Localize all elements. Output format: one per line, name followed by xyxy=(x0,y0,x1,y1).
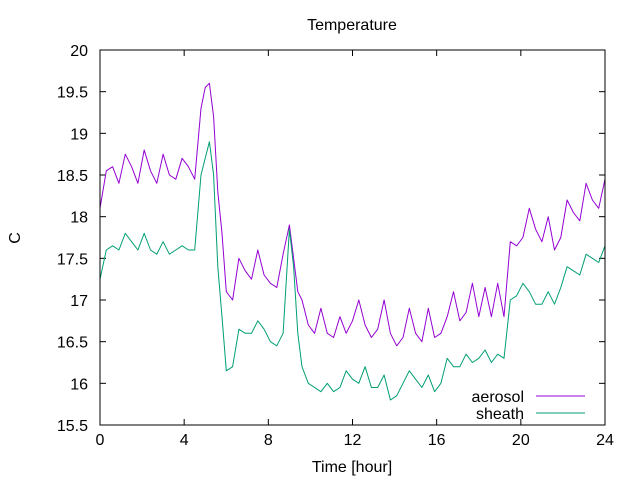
x-tick-label: 16 xyxy=(428,432,446,449)
x-tick-label: 8 xyxy=(264,432,273,449)
y-tick-label: 17.5 xyxy=(57,251,88,268)
x-tick-label: 0 xyxy=(96,432,105,449)
y-tick-label: 18 xyxy=(70,210,88,227)
plot-frame xyxy=(99,49,606,426)
y-axis-title: C xyxy=(7,232,24,244)
y-tick-label: 16.5 xyxy=(57,335,88,352)
y-tick-label: 18.5 xyxy=(57,168,88,185)
x-tick-label: 4 xyxy=(180,432,189,449)
series-layer xyxy=(99,82,606,401)
y-tick-label: 20 xyxy=(70,43,88,60)
x-tick-label: 24 xyxy=(596,432,614,449)
y-tick-label: 19.5 xyxy=(57,85,88,102)
y-tick-label: 15.5 xyxy=(57,418,88,435)
x-axis-title: Time [hour] xyxy=(312,459,392,476)
series-line-sheath xyxy=(99,141,606,401)
legend-label-sheath: sheath xyxy=(476,406,524,423)
y-tick-label: 19 xyxy=(70,126,88,143)
y-axis-ticks: 15.5 16 16.5 17 17.5 18 18.5 19 19.5 20 xyxy=(57,43,605,435)
x-axis-ticks: 0 4 8 12 16 20 24 xyxy=(96,50,614,449)
y-tick-label: 16 xyxy=(70,376,88,393)
legend-label-aerosol: aerosol xyxy=(472,389,524,406)
x-tick-label: 20 xyxy=(512,432,530,449)
chart-title: Temperature xyxy=(307,17,397,34)
series-line-aerosol xyxy=(99,82,606,347)
x-tick-label: 12 xyxy=(344,432,362,449)
y-tick-label: 17 xyxy=(70,293,88,310)
